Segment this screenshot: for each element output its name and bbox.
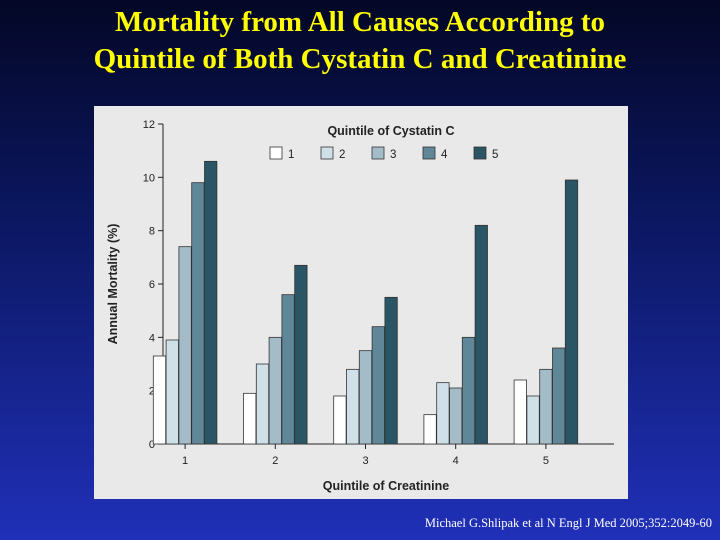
bar xyxy=(281,294,295,445)
y-tick-label: 8 xyxy=(149,226,155,238)
legend-label: 2 xyxy=(339,149,345,161)
y-axis-label: Annual Mortality (%) xyxy=(106,224,120,345)
bar xyxy=(449,387,463,445)
y-tick-label: 6 xyxy=(149,279,155,291)
slide-title-line-1: Mortality from All Causes According to xyxy=(115,6,605,38)
chart-panel: Quintile of Cystatin C Quintile of Creat… xyxy=(94,106,628,499)
bar xyxy=(204,160,218,445)
bar xyxy=(191,182,205,445)
y-tick-label: 0 xyxy=(149,439,155,451)
x-tick-label: 1 xyxy=(182,455,188,467)
x-tick-label: 5 xyxy=(543,455,549,467)
bar xyxy=(526,395,540,445)
bar xyxy=(423,414,437,445)
bar xyxy=(371,326,385,445)
mortality-bar-chart: Quintile of Cystatin C Quintile of Creat… xyxy=(106,119,614,493)
bar xyxy=(152,355,167,445)
bar xyxy=(178,246,192,445)
slide-title: Mortality from All Causes According to Q… xyxy=(0,4,720,78)
legend-swatch xyxy=(422,146,436,160)
legend-label: 1 xyxy=(288,149,294,161)
slide-title-line-2: Quintile of Both Cystatin C and Creatini… xyxy=(93,43,627,75)
bar xyxy=(474,224,488,445)
bar xyxy=(333,395,347,445)
bar xyxy=(384,296,398,445)
x-tick-label: 4 xyxy=(453,455,459,467)
legend-label: 5 xyxy=(492,149,498,161)
bar xyxy=(358,350,373,445)
y-tick-label: 4 xyxy=(149,332,155,344)
bar xyxy=(436,382,450,445)
bar xyxy=(564,179,579,445)
bar xyxy=(461,336,476,445)
x-tick-label: 3 xyxy=(362,455,368,467)
bar xyxy=(165,339,179,445)
legend-swatch xyxy=(473,146,487,160)
y-tick-label: 10 xyxy=(143,172,155,184)
legend-swatch xyxy=(269,146,283,160)
legend-label: 4 xyxy=(441,149,448,161)
bar xyxy=(539,368,553,445)
legend-swatch xyxy=(320,146,334,160)
legend-label: 3 xyxy=(390,149,396,161)
y-tick-label: 2 xyxy=(149,386,155,398)
bar xyxy=(513,379,527,445)
legend-title: Quintile of Cystatin C xyxy=(327,124,454,138)
x-axis-label: Quintile of Creatinine xyxy=(323,479,449,493)
y-tick-label: 12 xyxy=(143,119,155,131)
bar xyxy=(346,368,360,445)
bar xyxy=(268,336,282,445)
bar xyxy=(243,392,257,445)
x-tick-label: 2 xyxy=(272,455,278,467)
legend-swatch xyxy=(371,146,385,160)
bar xyxy=(294,264,308,445)
bar xyxy=(255,363,270,445)
citation: Michael G.Shlipak et al N Engl J Med 200… xyxy=(424,516,712,530)
bar xyxy=(552,347,566,445)
